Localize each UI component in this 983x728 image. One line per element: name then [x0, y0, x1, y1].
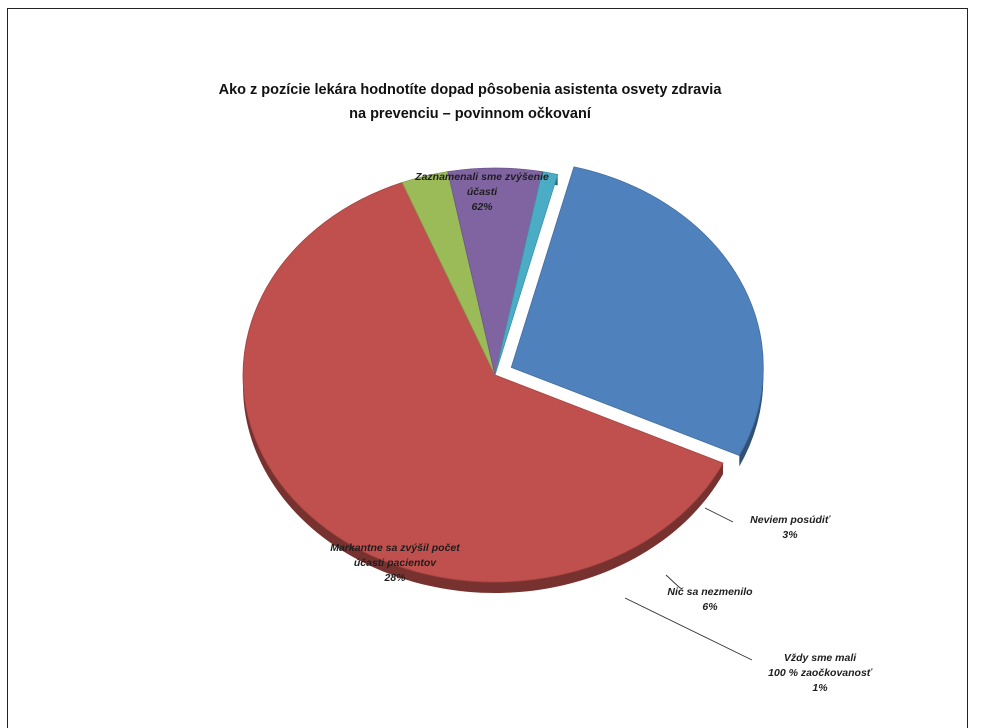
label-line: účasti pacientov [353, 557, 437, 569]
data-label-zvysenie-ucasti: Zaznamenali sme zvýšenie účasti 62% [382, 170, 582, 215]
leader-lines [624, 507, 753, 661]
label-value: 6% [702, 601, 718, 613]
label-value: 3% [782, 529, 798, 541]
leader-line-nic-sa-nezmenilo [665, 574, 681, 589]
slice-markantne-sa-zvysil-pocet-ucasti-pacientov [510, 166, 764, 456]
chart-frame [7, 8, 968, 728]
label-line: 100 % zaočkovanosť [768, 667, 872, 679]
label-value: 62% [471, 201, 493, 213]
chart-title-line-2: na prevenciu – povinnom očkovaní [349, 106, 591, 122]
label-line: Neviem posúdiť [750, 514, 830, 526]
slice-zaznamenali-sme-zvysenie-ucasti [242, 182, 724, 583]
pie-slices [242, 166, 764, 594]
label-value: 1% [812, 682, 828, 694]
chart-title-line-1: Ako z pozície lekára hodnotíte dopad pôs… [218, 82, 722, 98]
label-value: 28% [384, 572, 406, 584]
data-label-markantne-zvysil: Markantne sa zvýšil počet účasti pacient… [305, 541, 485, 586]
chart-title: Ako z pozície lekára hodnotíte dopad pôs… [150, 78, 790, 126]
label-line: účasti [466, 186, 498, 198]
slice-vzdy-sme-mali-100-zaockovanost [494, 171, 559, 376]
label-line: Zaznamenali sme zvýšenie [415, 171, 549, 183]
data-label-neviem-posudit: Neviem posúdiť 3% [735, 513, 845, 543]
label-line: Markantne sa zvýšil počet [330, 542, 460, 554]
data-label-vzdy-100-zaockovanost: Vždy sme mali 100 % zaočkovanosť 1% [755, 651, 885, 696]
slice-tops [242, 166, 764, 583]
data-label-nic-sa-nezmenilo: Nič sa nezmenilo 6% [655, 585, 765, 615]
leader-line-neviem-posudit [704, 507, 734, 523]
label-line: Nič sa nezmenilo [667, 586, 753, 598]
leader-line-vzdy-100 [624, 597, 753, 661]
label-line: Vždy sme mali [783, 652, 857, 664]
